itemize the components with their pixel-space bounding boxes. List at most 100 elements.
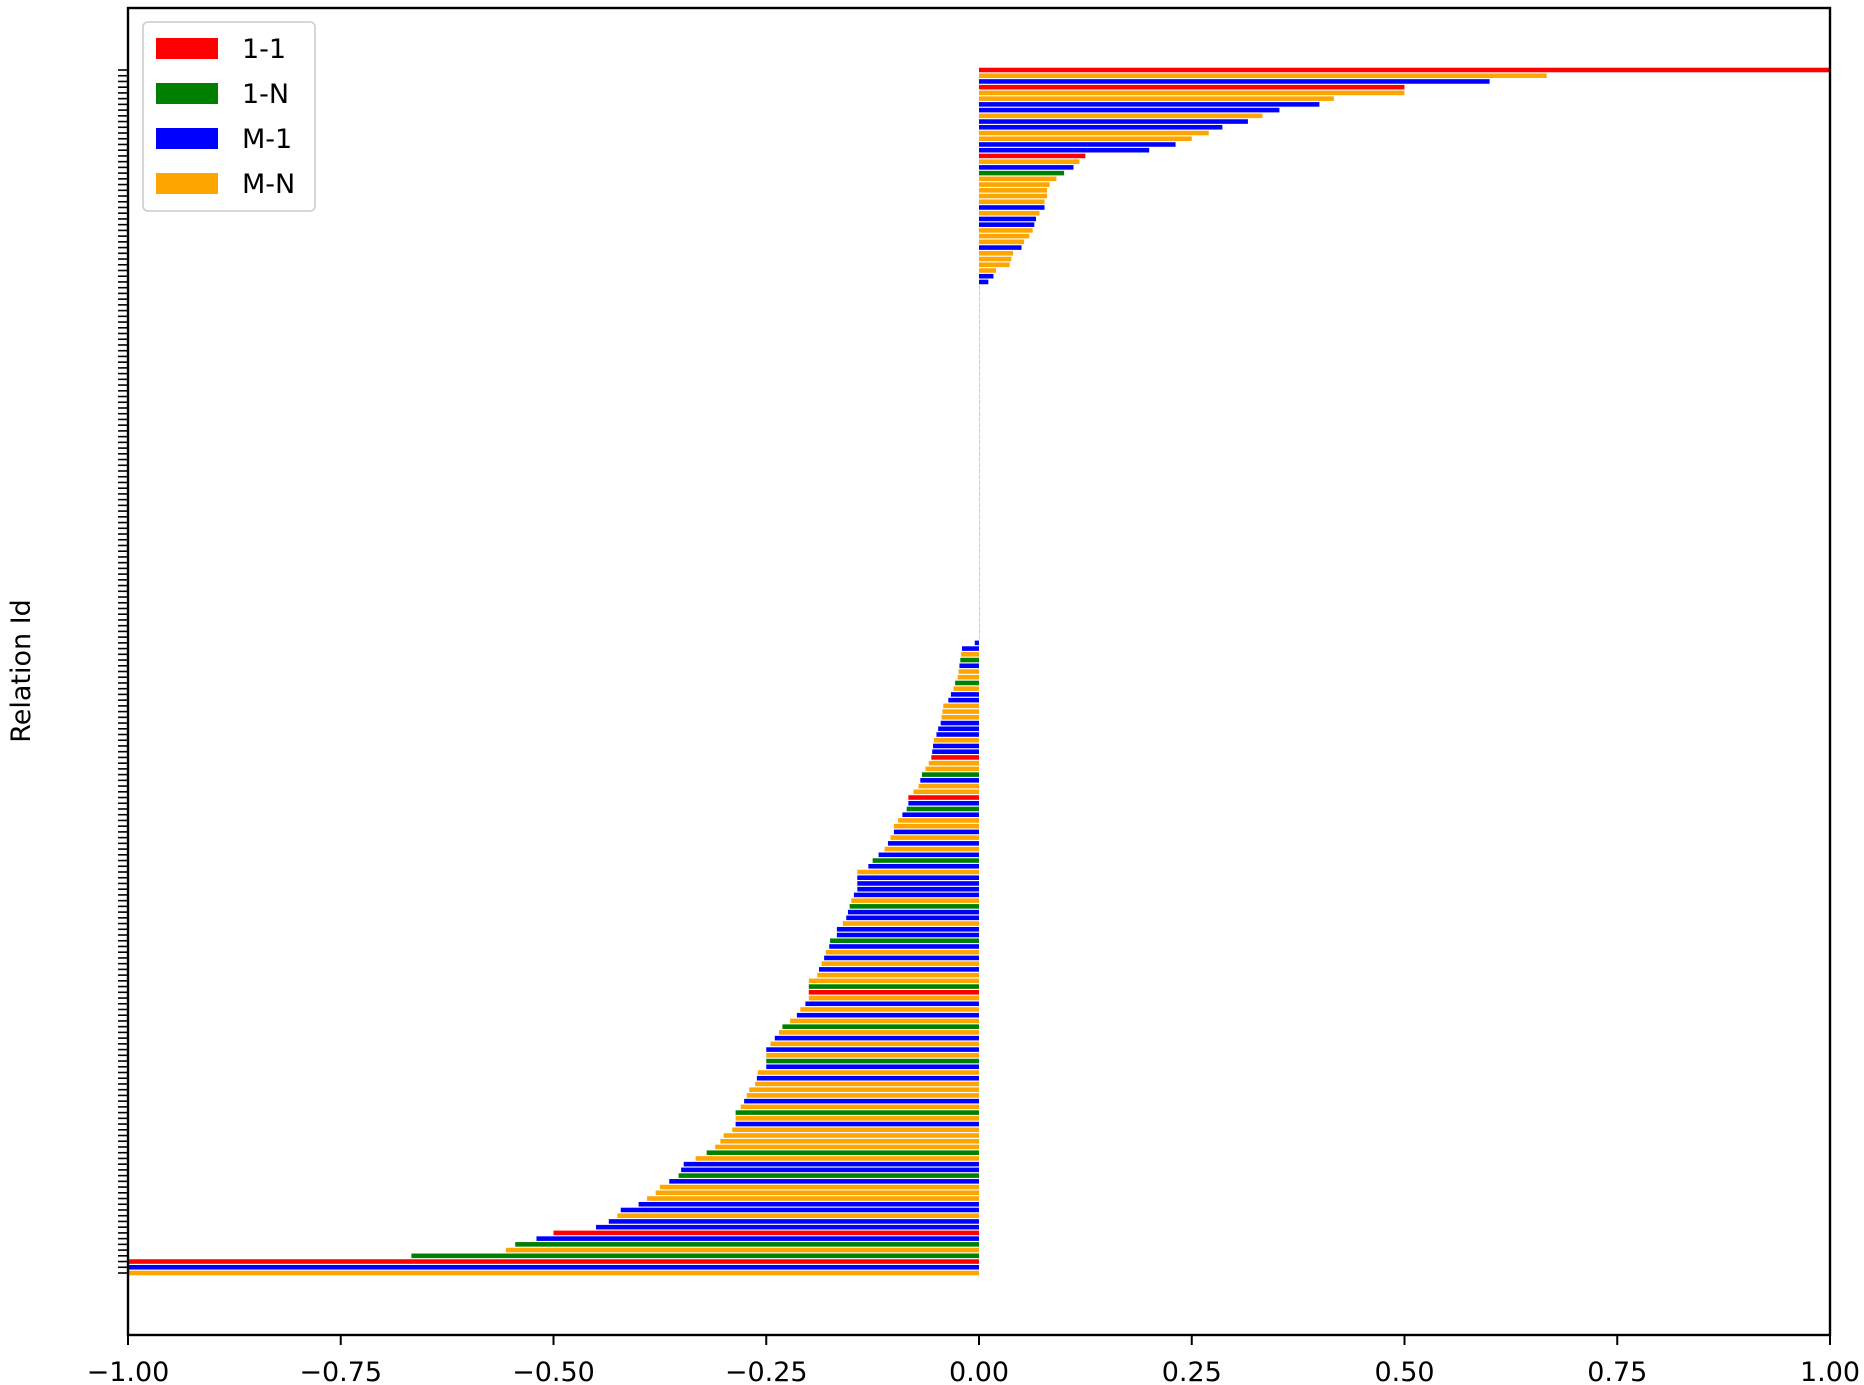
bar-m-n bbox=[979, 548, 980, 554]
bar-1-n bbox=[706, 1150, 979, 1155]
bar-m-1 bbox=[933, 743, 979, 749]
bar-m-n bbox=[979, 382, 980, 388]
bar-m-n bbox=[979, 262, 1010, 268]
bar-m-n bbox=[825, 949, 979, 955]
bar-m-n bbox=[979, 308, 980, 313]
bar-m-n bbox=[770, 1041, 979, 1047]
x-tick-label: −0.75 bbox=[299, 1357, 382, 1385]
bar-m-1 bbox=[683, 1161, 979, 1167]
bar-1-n bbox=[782, 1024, 979, 1029]
bar-m-n bbox=[979, 503, 980, 508]
bar-m-1 bbox=[756, 1075, 979, 1081]
bar-m-1 bbox=[979, 124, 1223, 130]
x-axis: −1.00 −0.75 −0.50 −0.25 0.00 0.25 0.50 0.75 1.00 bbox=[87, 1335, 1860, 1385]
bar-m-n bbox=[979, 285, 980, 290]
bar-m-n bbox=[842, 921, 979, 926]
bar-m-n bbox=[979, 90, 1405, 96]
legend: 1-1 1-N M-1 M-N bbox=[142, 21, 316, 212]
bar-m-n bbox=[979, 256, 1012, 262]
legend-label-1-1: 1-1 bbox=[242, 34, 286, 65]
bar-m-n bbox=[979, 296, 980, 302]
bar-m-n bbox=[128, 1270, 979, 1276]
bar-m-n bbox=[890, 835, 979, 840]
bar-m-n bbox=[979, 474, 980, 480]
bar-1-n bbox=[808, 984, 979, 989]
bar-m-1 bbox=[620, 1207, 979, 1213]
bar-m-1 bbox=[824, 955, 979, 961]
bar-m-n bbox=[740, 1104, 979, 1110]
bar-1-n bbox=[515, 1242, 979, 1247]
bar-1-n bbox=[921, 772, 979, 777]
bar-m-n bbox=[979, 422, 980, 428]
bar-m-1 bbox=[846, 915, 979, 921]
bar-m-n bbox=[979, 497, 980, 502]
bar-m-n bbox=[979, 228, 1033, 233]
bar-m-1 bbox=[878, 852, 979, 858]
bar-m-n bbox=[979, 514, 980, 520]
bar-m-1 bbox=[940, 720, 979, 726]
bar-m-n bbox=[979, 468, 980, 474]
bar-m-n bbox=[979, 634, 980, 640]
bar-m-n bbox=[953, 686, 979, 691]
legend-swatch-1-n bbox=[156, 83, 218, 104]
bar-m-1 bbox=[829, 944, 979, 949]
bar-m-n bbox=[979, 239, 1025, 245]
bar-m-n bbox=[979, 445, 980, 451]
bar-m-n bbox=[655, 1190, 979, 1196]
bar-1-1 bbox=[553, 1230, 979, 1236]
legend-frame bbox=[142, 21, 316, 212]
bar-m-1 bbox=[902, 812, 979, 817]
bar-m-n bbox=[857, 869, 979, 875]
bar-m-n bbox=[979, 342, 980, 348]
bar-m-n bbox=[755, 1081, 979, 1087]
bar-m-n bbox=[979, 525, 980, 531]
bar-m-n bbox=[942, 709, 979, 714]
bar-1-1 bbox=[128, 1259, 979, 1264]
legend-swatch-m-1 bbox=[156, 128, 218, 149]
bar-m-n bbox=[979, 566, 980, 571]
bar-m-n bbox=[979, 394, 980, 399]
bar-m-n bbox=[723, 1133, 979, 1138]
bar-m-n bbox=[979, 359, 980, 365]
bar-m-n bbox=[979, 233, 1030, 239]
bar-m-n bbox=[979, 291, 980, 296]
x-tick-label: −1.00 bbox=[87, 1357, 170, 1385]
bar-1-1 bbox=[931, 755, 979, 760]
bar-m-1 bbox=[128, 1264, 979, 1270]
x-tick-label: 0.25 bbox=[1162, 1357, 1222, 1385]
bar-m-n bbox=[979, 629, 980, 634]
bar-m-n bbox=[979, 560, 980, 565]
bar-m-1 bbox=[766, 1064, 979, 1070]
bar-m-n bbox=[943, 703, 979, 709]
bar-1-1 bbox=[908, 795, 979, 800]
legend-swatch-m-n bbox=[156, 173, 218, 194]
bar-m-1 bbox=[979, 205, 1045, 210]
bar-m-1 bbox=[681, 1167, 979, 1173]
bar-m-1 bbox=[744, 1098, 979, 1104]
bar-m-1 bbox=[908, 800, 979, 806]
bar-m-n bbox=[979, 606, 980, 611]
bar-m-n bbox=[979, 113, 1263, 119]
bar-1-n bbox=[872, 858, 980, 863]
bar-m-1 bbox=[938, 726, 979, 732]
bar-m-1 bbox=[979, 147, 1150, 153]
bar-m-n bbox=[979, 417, 980, 422]
bar-m-1 bbox=[847, 909, 979, 915]
bar-m-n bbox=[979, 583, 980, 588]
bar-m-n bbox=[979, 136, 1192, 142]
bar-m-n bbox=[808, 978, 979, 984]
bar-m-1 bbox=[638, 1201, 979, 1207]
x-tick-label: 0.00 bbox=[949, 1357, 1009, 1385]
bar-m-n bbox=[979, 354, 980, 359]
bar-1-n bbox=[678, 1173, 979, 1178]
bar-m-1 bbox=[887, 841, 979, 846]
bar-m-n bbox=[979, 210, 1040, 216]
bar-m-n bbox=[732, 1127, 979, 1133]
bar-m-n bbox=[979, 302, 980, 308]
bar-m-n bbox=[979, 462, 980, 468]
bar-series bbox=[128, 67, 1830, 1276]
bar-m-1 bbox=[932, 749, 979, 754]
bar-m-1 bbox=[979, 142, 1176, 147]
bar-m-1 bbox=[669, 1179, 979, 1184]
